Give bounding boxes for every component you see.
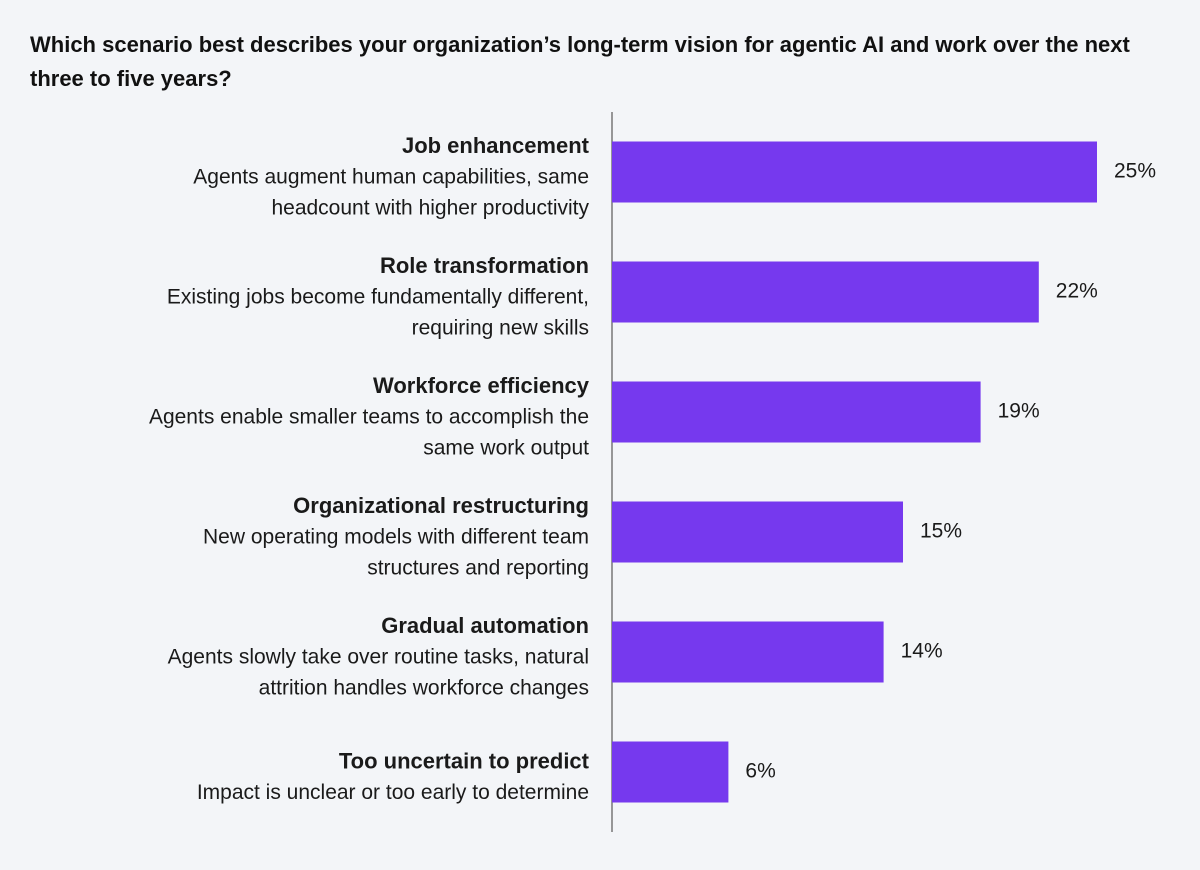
value-label: 22% [1056, 280, 1098, 303]
category-description: Agents slowly take over routine tasks, n… [168, 646, 589, 669]
category-description: New operating models with different team [203, 526, 589, 549]
value-label: 25% [1114, 160, 1156, 183]
bar [612, 501, 903, 563]
category-description: requiring new skills [412, 317, 589, 340]
category-description: Agents augment human capabilities, same [193, 166, 589, 189]
chart-title: Which scenario best describes your organ… [30, 32, 1130, 91]
category-label: Organizational restructuring [293, 493, 589, 518]
bar [612, 741, 729, 803]
bar [612, 381, 981, 443]
category-description: Impact is unclear or too early to determ… [197, 781, 589, 804]
category-label: Role transformation [380, 253, 589, 278]
bar [612, 261, 1039, 323]
value-label: 15% [920, 520, 962, 543]
bar [612, 621, 884, 683]
value-label: 6% [745, 760, 775, 783]
category-label: Job enhancement [402, 133, 590, 158]
category-label: Too uncertain to predict [339, 748, 590, 773]
bar [612, 141, 1097, 203]
category-description: Existing jobs become fundamentally diffe… [167, 286, 589, 309]
category-description: Agents enable smaller teams to accomplis… [149, 406, 589, 429]
category-description: structures and reporting [367, 557, 589, 580]
category-description: attrition handles workforce changes [259, 677, 589, 700]
value-label: 14% [901, 640, 943, 663]
category-label: Workforce efficiency [373, 373, 590, 398]
category-description: same work output [423, 437, 589, 460]
category-label: Gradual automation [381, 613, 589, 638]
category-description: headcount with higher productivity [271, 197, 589, 220]
value-label: 19% [998, 400, 1040, 423]
